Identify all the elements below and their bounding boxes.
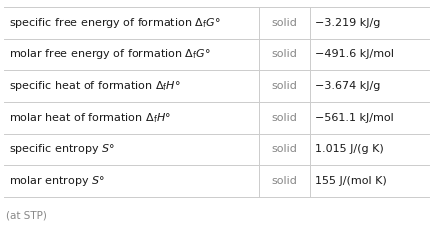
Text: solid: solid (271, 18, 297, 28)
Text: −491.6 kJ/mol: −491.6 kJ/mol (315, 49, 394, 59)
Text: −561.1 kJ/mol: −561.1 kJ/mol (315, 113, 394, 123)
Text: specific free energy of formation $\Delta_{\mathregular{f}}\mathit{G}$°: specific free energy of formation $\Delt… (9, 16, 220, 30)
Text: specific entropy $\mathit{S}$°: specific entropy $\mathit{S}$° (9, 142, 115, 156)
Text: solid: solid (271, 144, 297, 154)
Text: solid: solid (271, 176, 297, 186)
Text: specific heat of formation $\Delta_{\mathregular{f}}\mathit{H}$°: specific heat of formation $\Delta_{\mat… (9, 79, 181, 93)
Text: solid: solid (271, 49, 297, 59)
Text: 155 J/(mol K): 155 J/(mol K) (315, 176, 387, 186)
Text: molar entropy $\mathit{S}$°: molar entropy $\mathit{S}$° (9, 174, 105, 188)
Text: (at STP): (at STP) (6, 210, 47, 220)
Text: 1.015 J/(g K): 1.015 J/(g K) (315, 144, 384, 154)
Text: −3.674 kJ/g: −3.674 kJ/g (315, 81, 381, 91)
Text: solid: solid (271, 81, 297, 91)
Text: molar heat of formation $\Delta_{\mathregular{f}}\mathit{H}$°: molar heat of formation $\Delta_{\mathre… (9, 111, 171, 125)
Text: molar free energy of formation $\Delta_{\mathregular{f}}\mathit{G}$°: molar free energy of formation $\Delta_{… (9, 47, 210, 61)
Text: −3.219 kJ/g: −3.219 kJ/g (315, 18, 381, 28)
Text: solid: solid (271, 113, 297, 123)
